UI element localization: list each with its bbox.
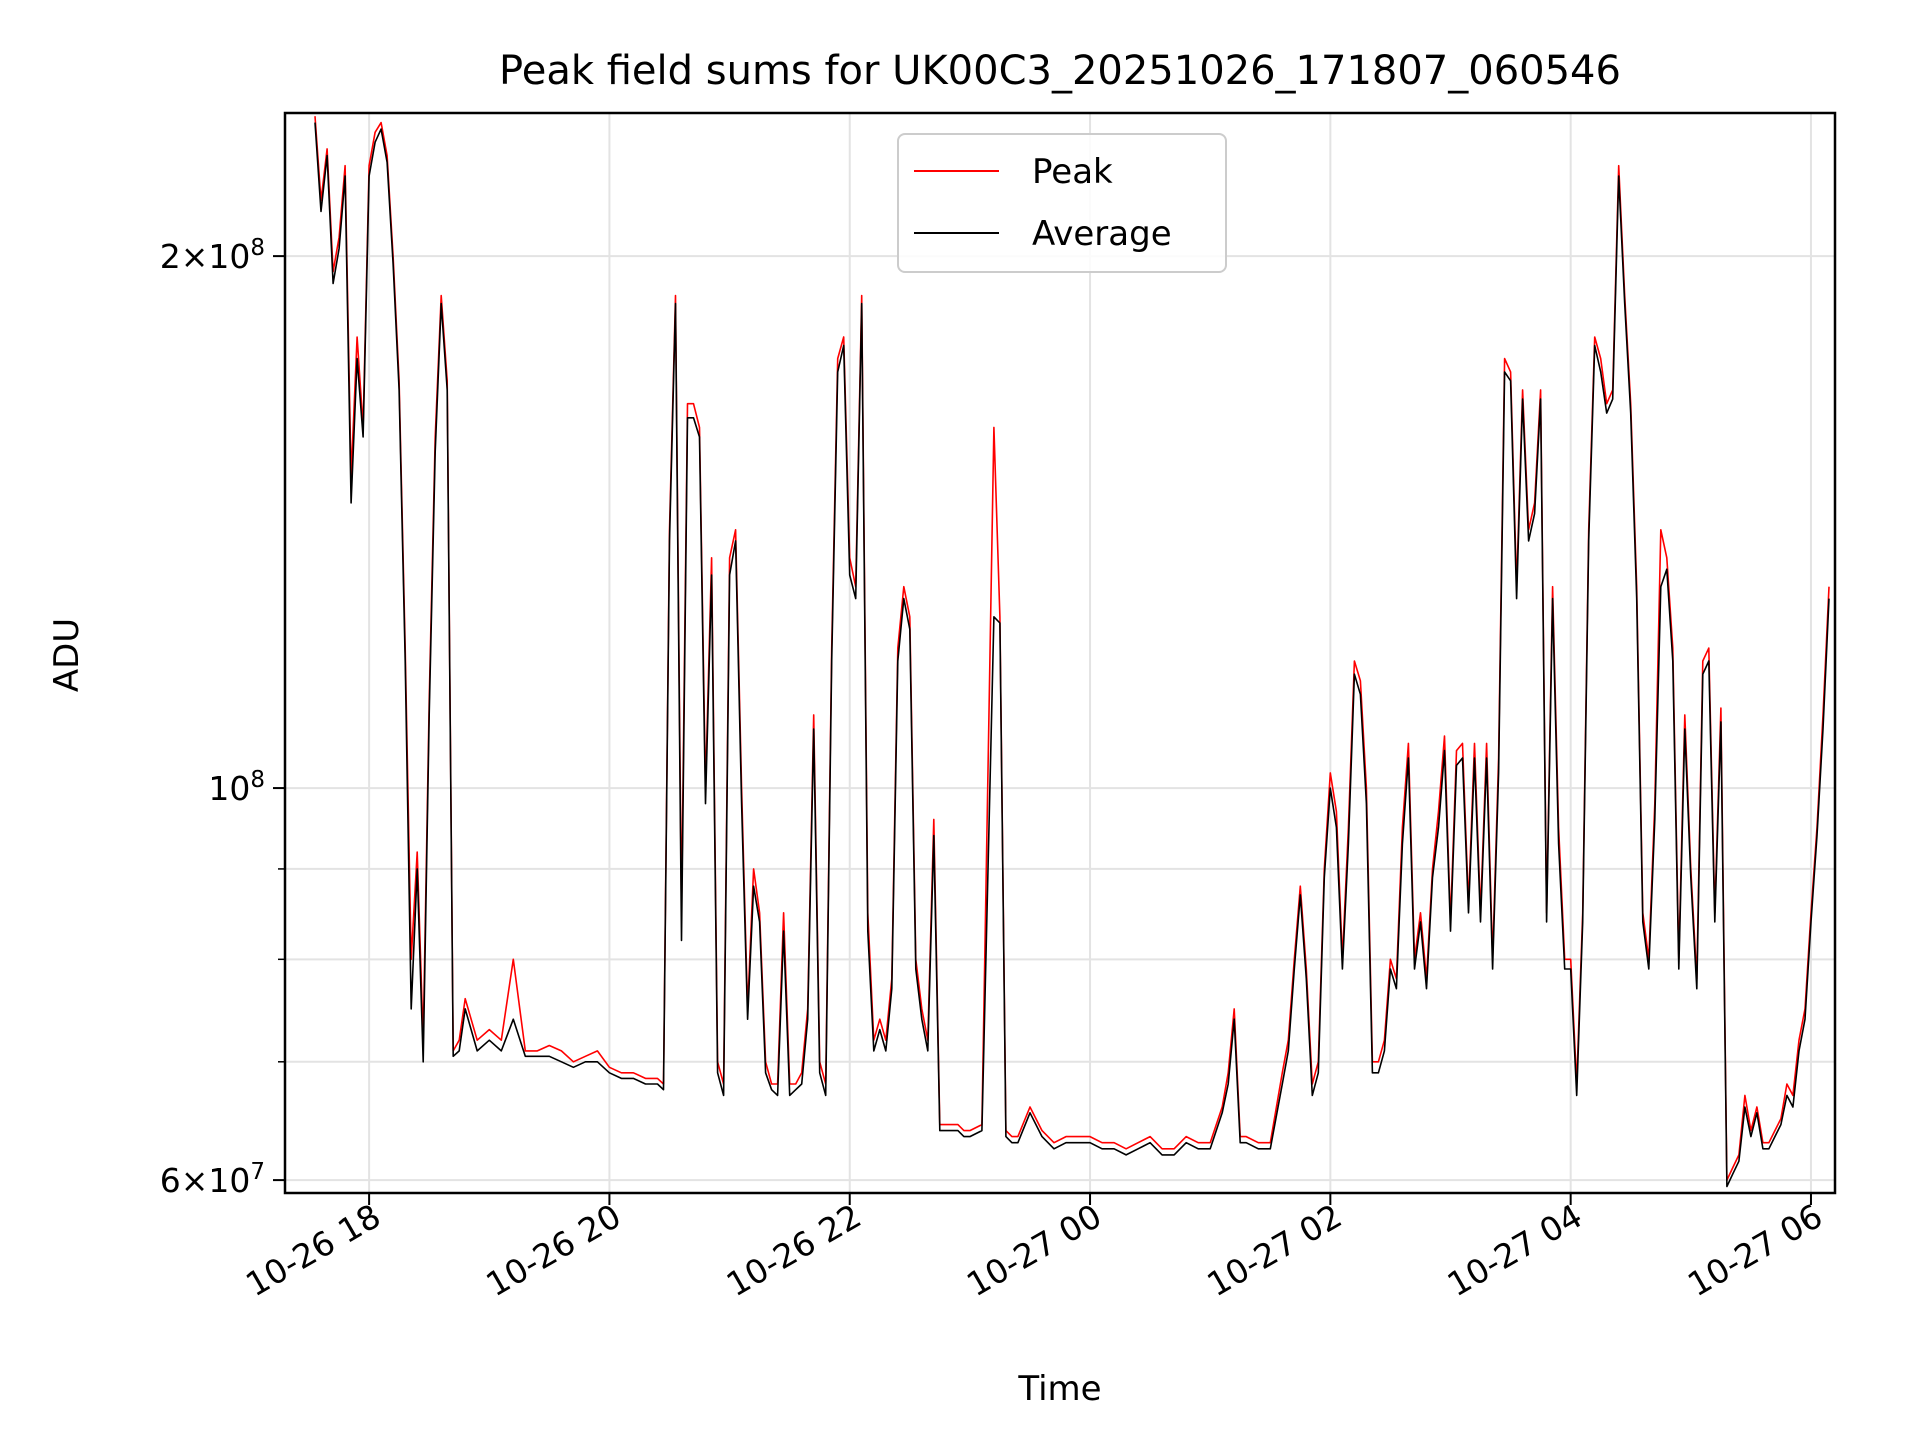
- y-axis: 2×108 108 6×107: [160, 235, 285, 1200]
- plot-frame: [283, 111, 1837, 1195]
- legend-box: [897, 133, 1227, 273]
- y-tick-label: 108: [208, 767, 265, 808]
- legend-peak-label: Peak: [1032, 152, 1113, 192]
- y-tick-label: 2×108: [160, 235, 265, 276]
- chart-title: Peak field sums for UK00C3_20251026_1718…: [499, 48, 1621, 94]
- series-layer: [314, 116, 1830, 1188]
- grid-horizontal: [285, 255, 1835, 1182]
- y-axis-label: ADU: [47, 618, 87, 692]
- y-tick-label: 6×107: [160, 1159, 265, 1200]
- grid-vertical: [368, 113, 1812, 1193]
- x-axis-label: Time: [1017, 1369, 1101, 1409]
- series-line-average: [314, 122, 1830, 1188]
- legend-average-label: Average: [1032, 214, 1172, 254]
- legend: Peak Average: [897, 133, 1227, 273]
